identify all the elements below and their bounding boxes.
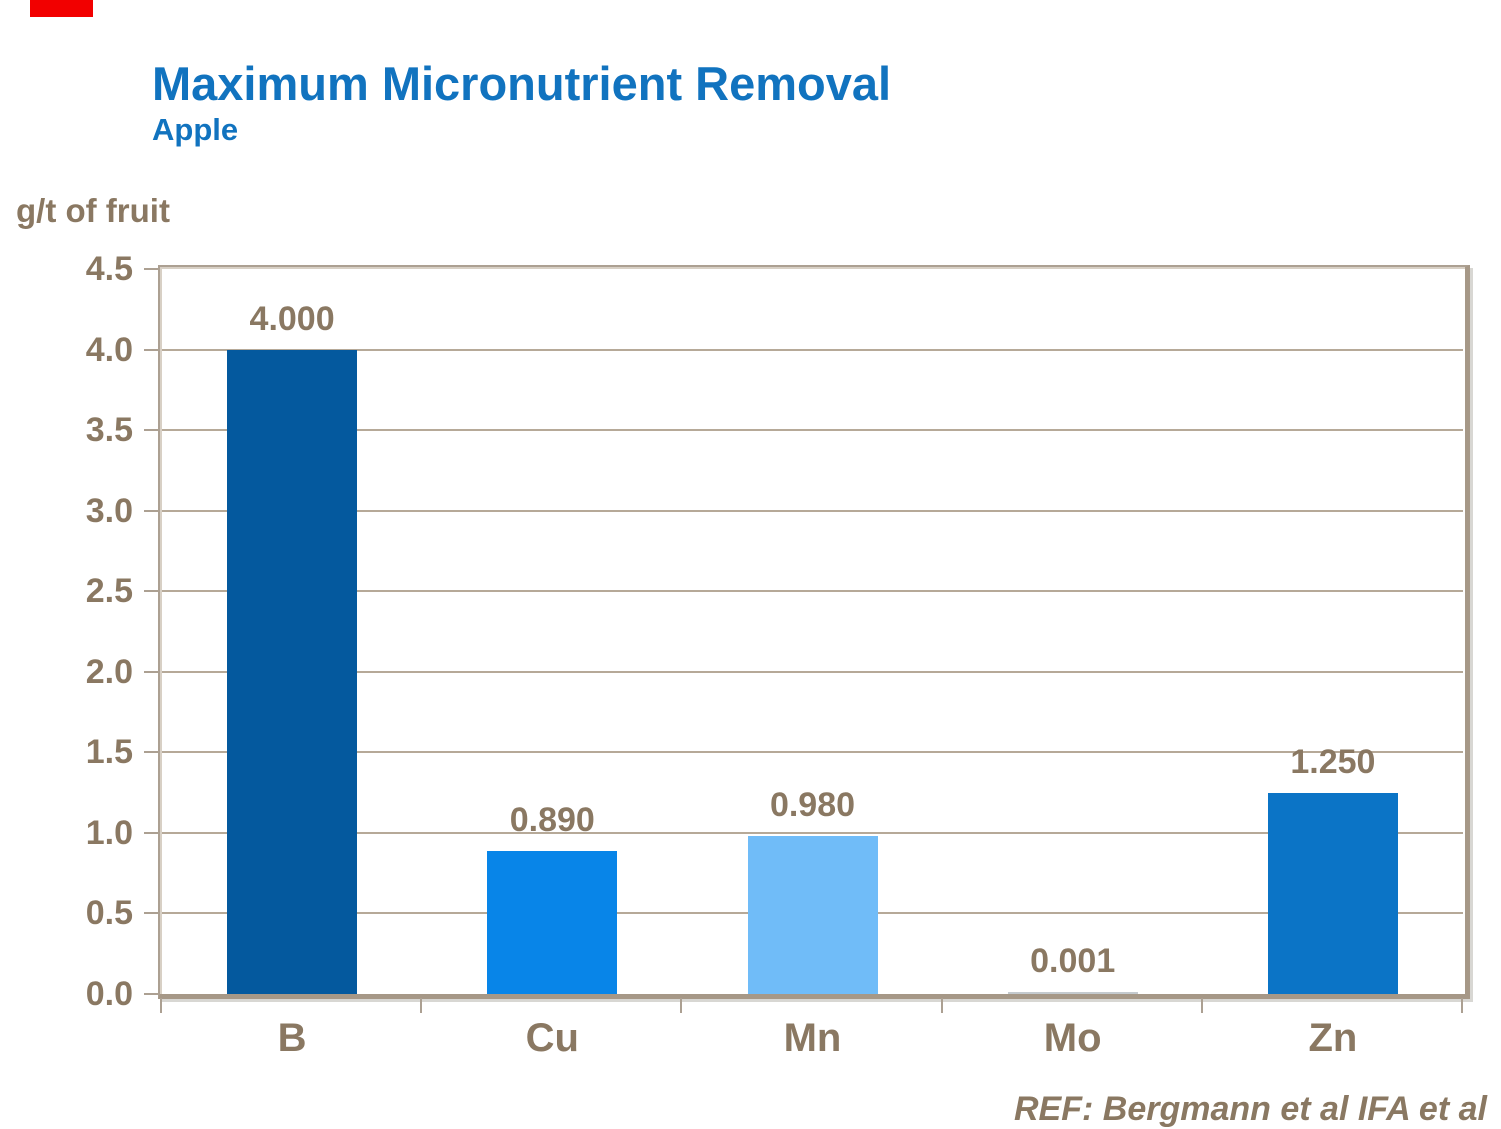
bar-Cu (487, 851, 618, 994)
x-axis-tick (680, 998, 683, 1013)
y-axis-tick-label: 3.0 (85, 491, 133, 530)
y-axis-tick (144, 670, 158, 673)
gridline (162, 429, 1463, 432)
gridline (162, 348, 1463, 351)
y-axis-tick (144, 429, 158, 432)
y-axis-tick (144, 831, 158, 834)
y-axis-tick (144, 348, 158, 351)
category-label-Mo: Mo (1043, 1016, 1102, 1060)
x-axis-tick (940, 998, 943, 1013)
value-label-B: 4.000 (249, 300, 335, 338)
category-label-Mn: Mn (783, 1016, 842, 1060)
accent-bar (30, 0, 93, 17)
y-axis-tick-label: 1.0 (85, 813, 133, 852)
y-axis-unit-label: g/t of fruit (16, 192, 170, 229)
gridline (162, 670, 1463, 673)
chart-title: Maximum Micronutrient Removal (152, 57, 892, 110)
gridline (162, 831, 1463, 834)
y-axis-tick-label: 4.0 (85, 330, 133, 369)
category-label-B: B (277, 1016, 307, 1060)
y-axis-tick-label: 2.5 (85, 572, 133, 611)
x-axis-tick (1461, 998, 1463, 1013)
category-label-Zn: Zn (1308, 1016, 1358, 1060)
y-axis-tick (144, 268, 158, 270)
gridline (162, 509, 1463, 512)
y-axis-tick (144, 509, 158, 512)
bar-Mo (1007, 992, 1138, 994)
category-label-Cu: Cu (525, 1016, 579, 1060)
y-axis-tick (144, 590, 158, 593)
x-axis-tick (1200, 998, 1203, 1013)
gridline (162, 590, 1463, 593)
x-axis-tick (420, 998, 423, 1013)
y-axis-tick-label: 2.0 (85, 652, 133, 691)
y-axis-tick-label: 4.5 (85, 250, 133, 288)
y-axis-tick-label: 1.5 (85, 733, 133, 772)
bar-Zn (1267, 793, 1398, 994)
bar-B (227, 350, 358, 994)
value-label-Mn: 0.980 (769, 786, 856, 824)
y-axis-tick-label: 0.0 (85, 975, 133, 1013)
gridline (162, 751, 1463, 754)
bar-Mn (747, 836, 878, 994)
y-axis-tick (144, 751, 158, 754)
reference-note: REF: Bergmann et al IFA et al (1014, 1090, 1487, 1128)
y-axis-tick (144, 912, 158, 915)
y-axis-tick (144, 993, 158, 995)
value-label-Zn: 1.250 (1290, 743, 1376, 781)
y-axis-tick-label: 0.5 (85, 894, 133, 933)
chart-subtitle: Apple (152, 112, 239, 147)
value-label-Mo: 0.001 (1030, 942, 1116, 980)
x-axis-tick (160, 998, 162, 1013)
y-axis-tick-label: 3.5 (85, 411, 133, 450)
value-label-Cu: 0.890 (509, 801, 595, 839)
